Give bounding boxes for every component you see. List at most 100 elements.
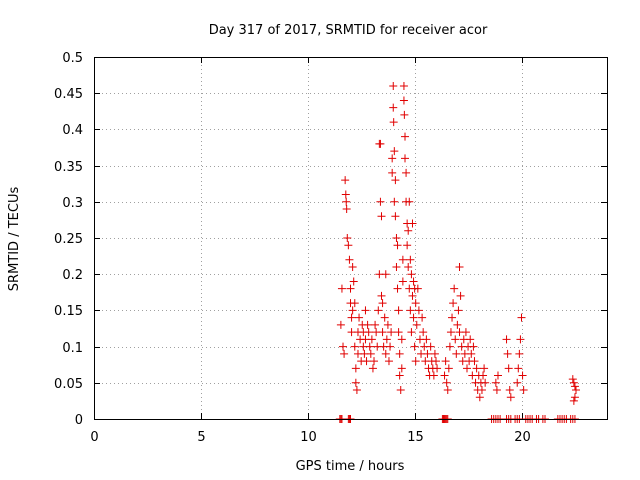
data-point <box>388 154 397 163</box>
data-point <box>371 320 380 329</box>
data-point <box>519 386 528 395</box>
data-point <box>390 197 399 206</box>
data-point <box>404 262 413 271</box>
data-point <box>423 349 432 358</box>
data-point <box>339 342 348 351</box>
data-point <box>387 328 396 337</box>
data-point <box>389 81 398 90</box>
data-point <box>477 386 486 395</box>
data-point <box>570 393 579 402</box>
data-point <box>397 364 406 373</box>
data-point <box>568 375 577 384</box>
data-point <box>452 349 461 358</box>
data-point <box>407 328 416 337</box>
x-tick-label: 20 <box>514 430 531 445</box>
y-tick-label: 0.25 <box>54 232 83 247</box>
data-point <box>470 357 479 366</box>
data-point <box>337 284 346 293</box>
data-point <box>388 168 397 177</box>
data-point <box>391 212 400 221</box>
data-point <box>399 96 408 105</box>
data-point <box>403 241 412 250</box>
y-tick-label: 0 <box>75 413 83 428</box>
data-point <box>570 382 579 391</box>
data-point <box>411 299 420 308</box>
data-point <box>569 396 578 405</box>
data-point <box>365 342 374 351</box>
data-point <box>383 320 392 329</box>
data-point <box>398 255 407 264</box>
data-point <box>341 176 350 185</box>
data-point <box>514 364 523 373</box>
data-point <box>370 357 379 366</box>
data-point <box>350 299 359 308</box>
data-point <box>433 364 442 373</box>
data-point <box>381 349 390 358</box>
data-point <box>368 364 377 373</box>
data-point <box>397 335 406 344</box>
data-point <box>336 320 345 329</box>
data-point <box>446 328 455 337</box>
data-point <box>350 342 359 351</box>
data-point <box>346 284 355 293</box>
data-point <box>411 357 420 366</box>
data-point <box>343 234 352 242</box>
data-point <box>398 277 407 286</box>
data-point <box>395 349 404 358</box>
data-point <box>384 357 393 366</box>
data-point <box>443 386 452 395</box>
data-point <box>504 364 513 373</box>
data-point <box>393 284 402 293</box>
data-point <box>454 306 463 315</box>
data-point <box>396 386 405 395</box>
data-point <box>410 342 419 351</box>
data-point <box>467 349 476 358</box>
y-tick-label: 0.1 <box>62 341 83 356</box>
data-point <box>405 197 414 206</box>
data-point <box>493 371 502 380</box>
data-point <box>513 378 522 387</box>
data-point <box>515 349 524 358</box>
data-point <box>429 371 438 380</box>
data-point <box>401 132 410 141</box>
data-point <box>492 386 501 395</box>
data-point <box>347 313 356 322</box>
data-point <box>506 393 515 402</box>
data-point <box>348 306 357 315</box>
data-point <box>392 262 401 271</box>
data-point <box>480 364 489 373</box>
data-point <box>404 226 413 235</box>
data-point <box>394 306 403 315</box>
data-point <box>462 364 471 373</box>
data-point <box>448 313 457 322</box>
data-point <box>364 328 373 337</box>
y-tick-label: 0.3 <box>62 196 83 211</box>
data-point <box>406 306 415 315</box>
data-point <box>402 168 411 177</box>
data-point <box>569 378 578 387</box>
x-axis-label: GPS time / hours <box>296 459 405 474</box>
data-point <box>413 284 422 293</box>
y-tick-label: 0.05 <box>54 377 83 392</box>
data-point <box>479 371 488 380</box>
data-point <box>352 386 361 395</box>
data-point <box>440 371 449 380</box>
data-point <box>426 342 435 351</box>
data-point <box>502 335 511 344</box>
data-point <box>390 147 399 156</box>
data-point <box>345 255 354 264</box>
data-point <box>441 357 450 366</box>
data-point <box>348 262 357 271</box>
data-point <box>445 342 454 351</box>
data-point <box>409 313 418 322</box>
y-tick-label: 0.4 <box>62 123 83 138</box>
data-point <box>472 364 481 373</box>
data-point <box>414 306 423 315</box>
data-point <box>344 241 353 250</box>
data-point <box>407 270 416 279</box>
axis-ticks: 0 0.05 0.1 0.15 0.2 0.25 0.3 0.35 0.4 0.45 0.5 0 5 10… <box>54 51 607 445</box>
data-point <box>355 313 364 322</box>
y-tick-label: 0.2 <box>62 268 83 283</box>
data-point <box>422 335 431 344</box>
data-point <box>367 335 376 344</box>
